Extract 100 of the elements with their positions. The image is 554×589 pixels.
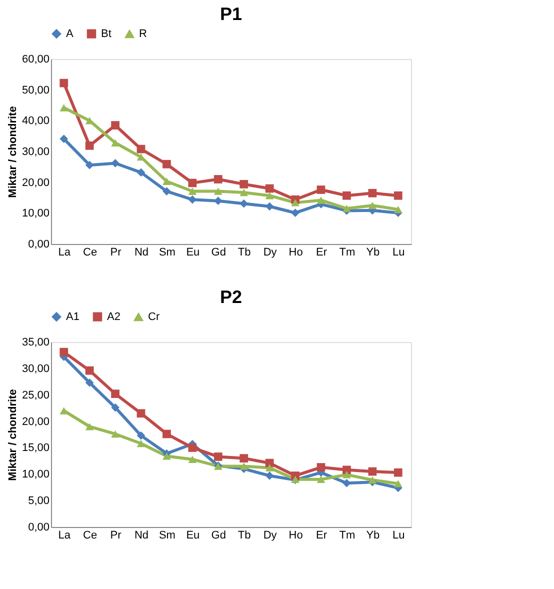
point bbox=[394, 480, 402, 488]
x-tick-label: La bbox=[58, 246, 72, 258]
point bbox=[111, 121, 120, 130]
point bbox=[342, 466, 351, 474]
point bbox=[85, 141, 94, 150]
x-tick-label: Ce bbox=[83, 246, 98, 258]
x-tick-label: Ho bbox=[288, 246, 303, 258]
legend-label: A2 bbox=[107, 310, 120, 323]
point bbox=[316, 186, 326, 194]
x-tick-label: Lu bbox=[392, 530, 405, 542]
x-tick-label: Ce bbox=[83, 530, 98, 542]
point bbox=[240, 454, 248, 462]
point bbox=[85, 366, 94, 375]
legend-label: A bbox=[66, 28, 74, 40]
point bbox=[188, 188, 197, 195]
x-tick-label: Gd bbox=[211, 246, 226, 258]
x-tick-label: Yb bbox=[366, 530, 380, 542]
point bbox=[291, 208, 300, 218]
point bbox=[136, 168, 146, 177]
x-tick-label: Eu bbox=[186, 246, 200, 258]
point bbox=[85, 378, 94, 387]
y-tick-label: 25,00 bbox=[22, 389, 50, 402]
y-axis-title: Miktar / chondrite bbox=[6, 389, 19, 481]
point bbox=[111, 390, 120, 398]
x-tick-label: Lu bbox=[392, 246, 405, 258]
x-tick-label: Er bbox=[316, 530, 328, 542]
point bbox=[111, 403, 120, 412]
x-tick-label: Tm bbox=[339, 530, 356, 542]
x-tick-label: Er bbox=[316, 246, 328, 258]
legend-label: Bt bbox=[101, 28, 112, 40]
point bbox=[162, 452, 171, 460]
point bbox=[265, 464, 274, 472]
point bbox=[214, 188, 222, 195]
y-tick-label: 50,00 bbox=[22, 84, 50, 96]
point bbox=[265, 192, 274, 200]
point bbox=[240, 180, 248, 188]
point bbox=[265, 458, 274, 468]
point bbox=[136, 431, 146, 440]
point bbox=[162, 178, 171, 186]
legend-label: R bbox=[139, 28, 147, 40]
point bbox=[162, 160, 171, 168]
y-tick-label: 15,00 bbox=[22, 442, 50, 454]
y-tick-label: 0,00 bbox=[28, 238, 50, 250]
x-tick-label: Nd bbox=[134, 530, 149, 542]
y-tick-label: 10,00 bbox=[22, 208, 50, 220]
point bbox=[394, 206, 402, 214]
x-tick-label: Pr bbox=[110, 246, 122, 258]
x-tick-label: Dy bbox=[263, 246, 278, 258]
x-tick-label: La bbox=[58, 530, 72, 542]
point bbox=[188, 178, 197, 188]
y-tick-label: 35,00 bbox=[22, 336, 50, 348]
point bbox=[60, 348, 68, 356]
x-tick-label: Tm bbox=[339, 246, 356, 258]
point bbox=[60, 78, 68, 88]
point bbox=[60, 134, 68, 144]
x-tick-label: Pr bbox=[110, 530, 122, 542]
chart-title: P2 bbox=[220, 287, 242, 307]
point bbox=[291, 199, 300, 206]
x-tick-label: Eu bbox=[186, 530, 200, 542]
point bbox=[188, 456, 197, 463]
point bbox=[111, 139, 120, 146]
y-tick-label: 40,00 bbox=[22, 115, 50, 128]
point bbox=[136, 144, 146, 154]
x-tick-label: Tb bbox=[238, 246, 251, 258]
point bbox=[162, 187, 171, 196]
point bbox=[394, 191, 402, 200]
point bbox=[265, 472, 274, 480]
point bbox=[316, 196, 326, 204]
point bbox=[342, 191, 351, 200]
y-tick-label: 30,00 bbox=[22, 146, 50, 158]
point bbox=[85, 160, 94, 170]
y-tick-label: 20,00 bbox=[22, 176, 50, 189]
point bbox=[162, 430, 171, 438]
point bbox=[240, 462, 248, 470]
y-tick-label: 20,00 bbox=[22, 416, 50, 428]
point bbox=[316, 463, 326, 472]
y-axis-title: Miktar / chondrite bbox=[6, 106, 19, 198]
point bbox=[136, 440, 146, 448]
y-tick-label: 30,00 bbox=[22, 362, 50, 375]
point bbox=[111, 159, 120, 168]
point bbox=[111, 430, 120, 438]
x-tick-label: Yb bbox=[366, 246, 380, 258]
point bbox=[316, 476, 326, 484]
x-tick-label: Ho bbox=[288, 530, 303, 542]
point bbox=[85, 422, 94, 430]
legend-label: Cr bbox=[148, 311, 160, 324]
point bbox=[214, 452, 222, 461]
chart-title: P1 bbox=[220, 4, 242, 24]
point bbox=[368, 476, 377, 484]
x-tick-label: Nd bbox=[134, 246, 149, 258]
x-tick-label: Sm bbox=[158, 246, 176, 258]
y-tick-label: 0,00 bbox=[28, 522, 50, 534]
point bbox=[136, 409, 146, 418]
point bbox=[368, 188, 377, 198]
x-tick-label: Sm bbox=[158, 530, 176, 542]
point bbox=[368, 467, 377, 476]
point bbox=[60, 104, 68, 112]
y-tick-label: 60,00 bbox=[22, 54, 50, 66]
point bbox=[342, 471, 351, 478]
point bbox=[240, 188, 248, 196]
